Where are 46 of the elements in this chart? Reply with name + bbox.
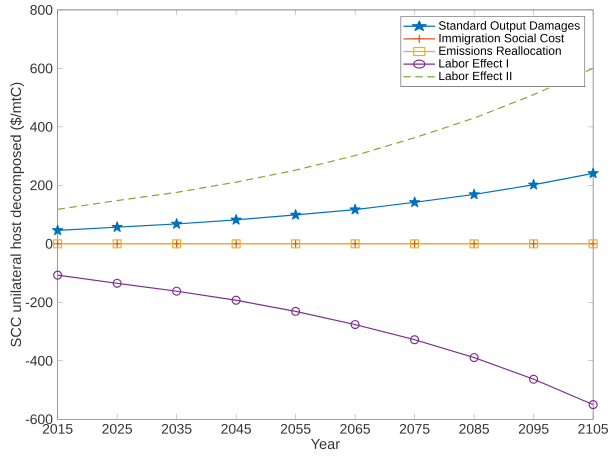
x-tick-label: 2065: [340, 424, 370, 434]
point: [528, 179, 540, 190]
x-tick-label: 2045: [221, 424, 251, 434]
point: [529, 374, 538, 384]
point: [230, 214, 242, 225]
x-tick-label: 2055: [280, 424, 310, 434]
point: [290, 209, 302, 220]
y-tick-label: -400: [26, 356, 52, 366]
point: [172, 286, 182, 296]
legend-label: Labor Effect I: [439, 58, 508, 68]
point: [52, 224, 64, 236]
point: [350, 320, 360, 330]
y-tick-label: 600: [30, 64, 52, 74]
point: [468, 188, 480, 200]
y-tick-label: -600: [26, 414, 52, 424]
y-tick-label: 200: [30, 180, 52, 190]
x-tick-label: 2075: [400, 424, 430, 434]
x-axis-title: Year: [310, 438, 340, 450]
legend-label: Standard Output Damages: [438, 20, 580, 32]
x-tick-label: 2025: [102, 424, 132, 434]
point: [588, 400, 598, 410]
point: [53, 270, 62, 280]
point: [232, 296, 241, 305]
line-series: [58, 68, 594, 210]
y-tick-label: -200: [26, 297, 52, 308]
x-tick-label: 2015: [42, 424, 73, 434]
y-tick-label: 400: [30, 122, 52, 132]
y-tick-label: 800: [30, 5, 52, 15]
legend-label: Emissions Reallocation: [439, 46, 561, 55]
point: [171, 218, 182, 229]
y-axis-title: SCC unilateral host decomposed ($/mtC): [10, 82, 24, 347]
point: [470, 353, 479, 362]
x-tick-label: 2095: [518, 424, 548, 434]
point: [112, 278, 122, 288]
point: [112, 221, 123, 232]
x-tick-label: 2085: [459, 424, 489, 434]
y-tick-label: 0: [46, 238, 52, 249]
point: [410, 335, 420, 344]
point: [291, 306, 300, 316]
point: [350, 204, 361, 214]
point: [588, 168, 599, 178]
x-tick-label: 2105: [578, 424, 608, 434]
legend-label: Immigration Social Cost: [439, 34, 564, 45]
x-tick-label: 2035: [162, 424, 192, 434]
legend-label: Labor Effect II: [439, 71, 512, 80]
point: [409, 196, 420, 208]
